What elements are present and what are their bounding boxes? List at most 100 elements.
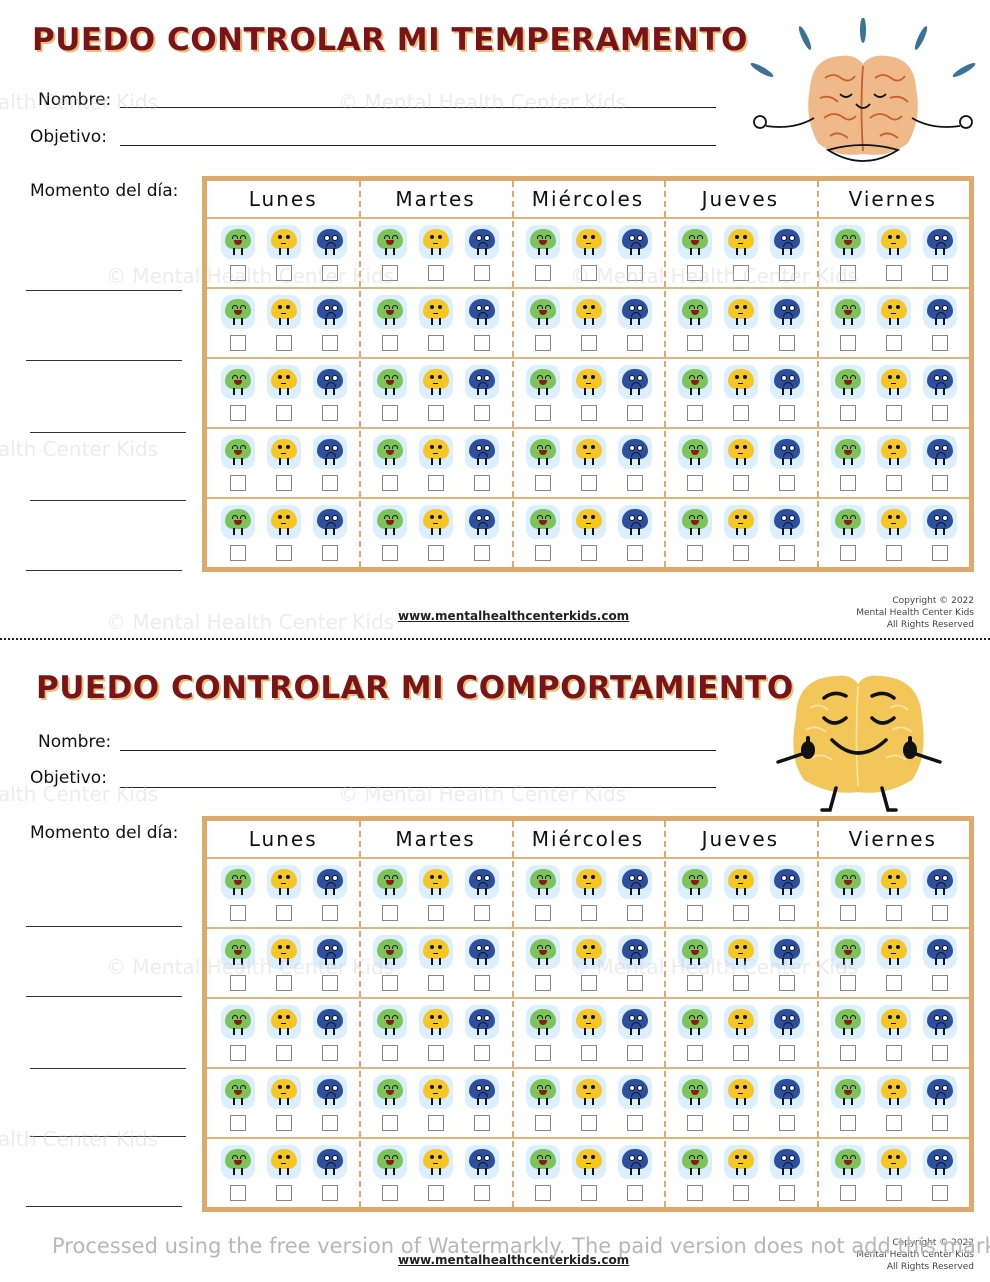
- checkbox-sad[interactable]: [322, 405, 338, 421]
- time-slot-field-5[interactable]: [26, 570, 182, 571]
- checkbox-happy[interactable]: [839, 265, 856, 281]
- checkbox-happy[interactable]: [687, 405, 704, 421]
- checkbox-neutral[interactable]: [733, 405, 750, 421]
- checkbox-sad[interactable]: [474, 975, 491, 991]
- checkbox-sad[interactable]: [931, 475, 948, 491]
- checkbox-happy[interactable]: [230, 405, 246, 421]
- time-slot-field-3[interactable]: [30, 1068, 186, 1069]
- time-slot-field-2[interactable]: [26, 360, 182, 361]
- checkbox-happy[interactable]: [534, 905, 551, 921]
- checkbox-sad[interactable]: [779, 265, 796, 281]
- checkbox-neutral[interactable]: [428, 975, 445, 991]
- checkbox-sad[interactable]: [626, 335, 643, 351]
- checkbox-sad[interactable]: [626, 545, 643, 561]
- time-slot-field-5[interactable]: [26, 1206, 182, 1207]
- checkbox-sad[interactable]: [322, 475, 338, 491]
- checkbox-neutral[interactable]: [733, 545, 750, 561]
- checkbox-neutral[interactable]: [885, 1115, 902, 1131]
- checkbox-happy[interactable]: [687, 1115, 704, 1131]
- checkbox-sad[interactable]: [626, 975, 643, 991]
- checkbox-neutral[interactable]: [276, 475, 292, 491]
- name-field[interactable]: [120, 107, 716, 108]
- checkbox-sad[interactable]: [474, 405, 491, 421]
- time-slot-field-4[interactable]: [30, 500, 186, 501]
- checkbox-neutral[interactable]: [276, 1115, 292, 1131]
- checkbox-sad[interactable]: [474, 1045, 491, 1061]
- checkbox-sad[interactable]: [322, 545, 338, 561]
- checkbox-happy[interactable]: [687, 905, 704, 921]
- checkbox-neutral[interactable]: [885, 335, 902, 351]
- checkbox-happy[interactable]: [534, 1115, 551, 1131]
- checkbox-neutral[interactable]: [428, 265, 445, 281]
- checkbox-happy[interactable]: [534, 265, 551, 281]
- checkbox-sad[interactable]: [931, 1045, 948, 1061]
- checkbox-happy[interactable]: [382, 265, 399, 281]
- checkbox-happy[interactable]: [687, 545, 704, 561]
- time-slot-field-4[interactable]: [30, 1136, 186, 1137]
- checkbox-sad[interactable]: [779, 1185, 796, 1201]
- checkbox-happy[interactable]: [687, 265, 704, 281]
- checkbox-happy[interactable]: [534, 975, 551, 991]
- checkbox-neutral[interactable]: [733, 475, 750, 491]
- checkbox-neutral[interactable]: [885, 1185, 902, 1201]
- checkbox-happy[interactable]: [534, 475, 551, 491]
- checkbox-neutral[interactable]: [885, 475, 902, 491]
- checkbox-neutral[interactable]: [885, 1045, 902, 1061]
- checkbox-neutral[interactable]: [733, 1115, 750, 1131]
- checkbox-happy[interactable]: [382, 545, 399, 561]
- checkbox-neutral[interactable]: [428, 545, 445, 561]
- checkbox-neutral[interactable]: [428, 1045, 445, 1061]
- checkbox-neutral[interactable]: [580, 905, 597, 921]
- checkbox-sad[interactable]: [626, 905, 643, 921]
- checkbox-sad[interactable]: [322, 905, 338, 921]
- checkbox-neutral[interactable]: [885, 975, 902, 991]
- time-slot-field-1[interactable]: [26, 290, 182, 291]
- checkbox-sad[interactable]: [779, 475, 796, 491]
- checkbox-neutral[interactable]: [885, 405, 902, 421]
- checkbox-neutral[interactable]: [276, 1045, 292, 1061]
- checkbox-happy[interactable]: [382, 1045, 399, 1061]
- checkbox-sad[interactable]: [322, 1185, 338, 1201]
- time-slot-field-1[interactable]: [26, 926, 182, 927]
- checkbox-sad[interactable]: [322, 1045, 338, 1061]
- checkbox-happy[interactable]: [534, 405, 551, 421]
- checkbox-happy[interactable]: [839, 1045, 856, 1061]
- checkbox-sad[interactable]: [626, 475, 643, 491]
- website-link[interactable]: www.mentalhealthcenterkids.com: [398, 1253, 630, 1267]
- checkbox-sad[interactable]: [474, 475, 491, 491]
- checkbox-happy[interactable]: [534, 1045, 551, 1061]
- checkbox-neutral[interactable]: [580, 335, 597, 351]
- checkbox-happy[interactable]: [382, 905, 399, 921]
- checkbox-sad[interactable]: [626, 265, 643, 281]
- checkbox-neutral[interactable]: [428, 1185, 445, 1201]
- website-link[interactable]: www.mentalhealthcenterkids.com: [398, 609, 630, 623]
- checkbox-neutral[interactable]: [428, 335, 445, 351]
- checkbox-sad[interactable]: [322, 1115, 338, 1131]
- checkbox-sad[interactable]: [322, 265, 338, 281]
- checkbox-sad[interactable]: [931, 1115, 948, 1131]
- checkbox-sad[interactable]: [931, 545, 948, 561]
- checkbox-sad[interactable]: [931, 405, 948, 421]
- checkbox-neutral[interactable]: [733, 265, 750, 281]
- checkbox-sad[interactable]: [626, 1115, 643, 1131]
- checkbox-sad[interactable]: [931, 265, 948, 281]
- checkbox-neutral[interactable]: [580, 405, 597, 421]
- checkbox-neutral[interactable]: [276, 1185, 292, 1201]
- checkbox-happy[interactable]: [534, 335, 551, 351]
- checkbox-neutral[interactable]: [276, 975, 292, 991]
- checkbox-sad[interactable]: [626, 405, 643, 421]
- checkbox-happy[interactable]: [382, 1185, 399, 1201]
- checkbox-neutral[interactable]: [276, 265, 292, 281]
- checkbox-happy[interactable]: [230, 545, 246, 561]
- checkbox-sad[interactable]: [626, 1045, 643, 1061]
- checkbox-happy[interactable]: [839, 475, 856, 491]
- checkbox-neutral[interactable]: [733, 335, 750, 351]
- checkbox-happy[interactable]: [687, 335, 704, 351]
- checkbox-neutral[interactable]: [733, 1185, 750, 1201]
- checkbox-happy[interactable]: [382, 1115, 399, 1131]
- checkbox-sad[interactable]: [931, 335, 948, 351]
- checkbox-neutral[interactable]: [428, 475, 445, 491]
- checkbox-sad[interactable]: [474, 265, 491, 281]
- checkbox-neutral[interactable]: [885, 545, 902, 561]
- checkbox-sad[interactable]: [474, 1185, 491, 1201]
